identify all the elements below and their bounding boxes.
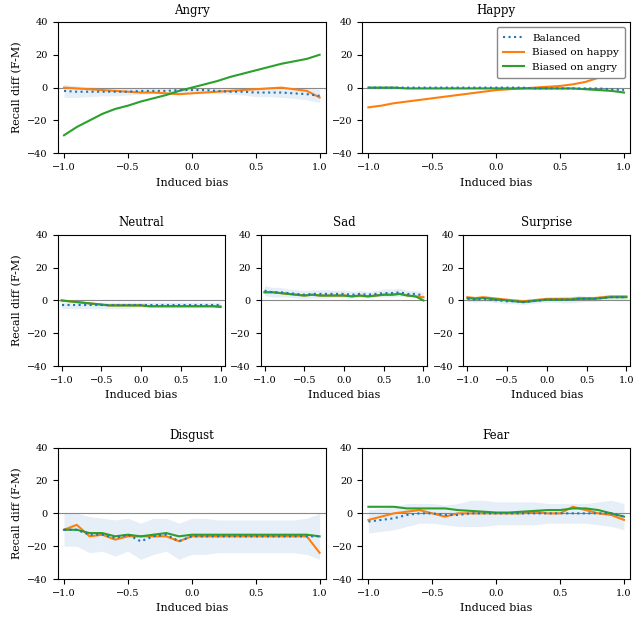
- X-axis label: Induced bias: Induced bias: [105, 391, 177, 401]
- X-axis label: Induced bias: Induced bias: [460, 178, 532, 188]
- Title: Surprise: Surprise: [522, 217, 573, 230]
- X-axis label: Induced bias: Induced bias: [460, 603, 532, 613]
- Legend: Balanced, Biased on happy, Biased on angry: Balanced, Biased on happy, Biased on ang…: [497, 27, 625, 78]
- Y-axis label: Recall diff (F-M): Recall diff (F-M): [12, 255, 22, 346]
- X-axis label: Induced bias: Induced bias: [156, 603, 228, 613]
- Title: Angry: Angry: [174, 4, 210, 16]
- Title: Fear: Fear: [483, 429, 510, 443]
- Title: Sad: Sad: [333, 217, 355, 230]
- Title: Disgust: Disgust: [170, 429, 214, 443]
- Title: Happy: Happy: [477, 4, 516, 16]
- X-axis label: Induced bias: Induced bias: [511, 391, 583, 401]
- X-axis label: Induced bias: Induced bias: [156, 178, 228, 188]
- Y-axis label: Recall diff (F-M): Recall diff (F-M): [12, 42, 22, 133]
- Y-axis label: Recall diff (F-M): Recall diff (F-M): [12, 468, 22, 559]
- X-axis label: Induced bias: Induced bias: [308, 391, 380, 401]
- Title: Neutral: Neutral: [118, 217, 164, 230]
